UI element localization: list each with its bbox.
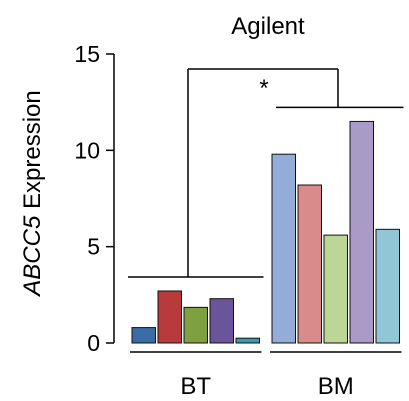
group-label-bm: BM	[318, 373, 354, 400]
bar-bt-2	[157, 290, 182, 344]
y-axis-label-gene: ABCC5	[19, 215, 46, 298]
bar-bm-1	[271, 153, 296, 344]
group-label-bt: BT	[180, 373, 211, 400]
y-tick-label-5: 5	[87, 234, 100, 260]
bar-bm-2	[297, 184, 322, 344]
bars-layer	[131, 120, 400, 344]
y-tick-label-0: 0	[87, 330, 100, 356]
y-axis-label: ABCC5 Expression	[19, 90, 46, 297]
y-tick-label-15: 15	[74, 41, 100, 67]
y-axis-label-rest: Expression	[19, 90, 46, 215]
chart-title: Agilent	[231, 13, 305, 40]
bar-bm-5	[375, 228, 400, 344]
bar-bt-3	[183, 306, 208, 344]
bar-bm-3	[323, 234, 348, 344]
bar-bt-5	[235, 337, 260, 344]
significance-marker: *	[259, 75, 268, 102]
bar-bt-4	[209, 298, 234, 344]
y-tick-label-10: 10	[74, 137, 100, 163]
bar-bt-1	[131, 327, 156, 344]
significance-bracket	[128, 68, 404, 278]
bar-bm-4	[349, 120, 374, 344]
y-axis-ticks: 0 5 10 15	[74, 41, 114, 356]
